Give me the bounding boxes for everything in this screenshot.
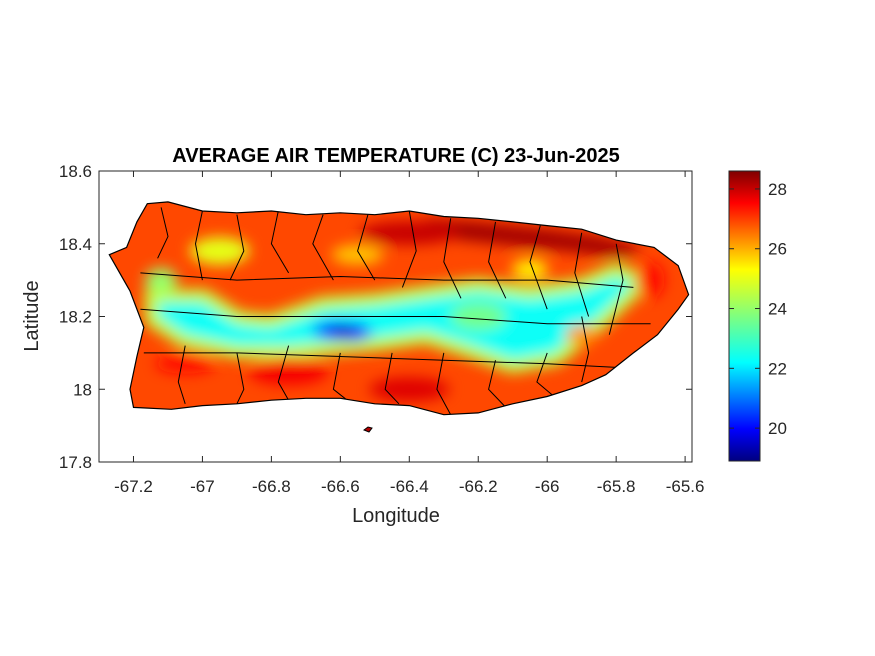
municipality-border (574, 232, 590, 317)
x-tick-label: -66.8 (252, 477, 291, 496)
municipality-border (277, 345, 290, 401)
island-temperature-field (109, 201, 689, 415)
y-tick-label: 18.4 (59, 235, 92, 254)
x-tick-label: -66.6 (321, 477, 360, 496)
municipality-border (488, 221, 507, 299)
thermal-patch (331, 244, 384, 265)
x-tick-label: -65.8 (597, 477, 636, 496)
municipality-border (384, 352, 400, 405)
municipality-border (581, 316, 590, 383)
x-tick-label: -66.4 (390, 477, 429, 496)
thermal-patch (565, 324, 598, 345)
municipality-border (608, 243, 624, 335)
municipality-border (143, 352, 617, 368)
band-central-mountain-band (157, 276, 634, 361)
municipality-border (357, 214, 376, 281)
y-tick-label: 18.6 (59, 162, 92, 181)
municipality-border (332, 352, 348, 401)
colorbar-tick-label: 28 (768, 180, 787, 199)
x-tick-label: -67.2 (114, 477, 153, 496)
municipality-border (177, 345, 186, 404)
y-axis-label: Latitude (21, 280, 43, 351)
thermal-patch (145, 268, 178, 293)
x-tick-label: -67 (190, 477, 215, 496)
municipality-border (401, 210, 417, 288)
x-tick-label: -65.6 (666, 477, 705, 496)
municipality-borders (140, 207, 651, 415)
colorbar: 20 22 24 26 28 (728, 170, 787, 462)
y-tick-label: 17.8 (59, 453, 92, 472)
municipality-border (157, 207, 169, 259)
band-coldest-core (312, 320, 375, 342)
y-tick-label: 18.2 (59, 308, 92, 327)
colorbar-ticks: 20 22 24 26 28 (729, 180, 787, 438)
band-northeast-hot-belt (426, 218, 644, 259)
y-axis-ticks: 17.8 18 18.2 18.4 18.6 (59, 162, 692, 472)
thermal-patch (359, 220, 460, 245)
thermal-patch (155, 353, 216, 374)
x-tick-label: -66 (535, 477, 560, 496)
y-tick-label: 18 (73, 380, 92, 399)
municipality-border (529, 225, 548, 310)
chart-title: AVERAGE AIR TEMPERATURE (C) 23-Jun-2025 (172, 145, 619, 167)
municipality-border (140, 308, 651, 325)
municipality-border (140, 272, 634, 288)
colorbar-tick-label: 26 (768, 240, 787, 259)
thermal-patch (369, 377, 450, 402)
x-axis-label: Longitude (352, 505, 440, 527)
island-coastline (108, 201, 690, 416)
thermal-patch (189, 237, 250, 266)
municipality-border (443, 218, 462, 299)
municipality-border (236, 352, 245, 405)
x-axis-ticks: -67.2 -67 -66.8 -66.6 -66.4 -66.2 -66 -65.8 -65.… (114, 171, 704, 496)
municipality-border (488, 360, 507, 408)
municipality-border (436, 352, 452, 415)
municipality-border (194, 210, 203, 281)
municipality-border (229, 214, 245, 281)
offshore-islet (362, 426, 373, 433)
thermal-patch (450, 302, 507, 331)
thermal-patch (511, 259, 548, 280)
colorbar-tick-label: 20 (768, 419, 787, 438)
colorbar-tick-label: 24 (768, 300, 787, 319)
municipality-border (270, 210, 290, 274)
thermal-patch (636, 262, 665, 299)
municipality-border (312, 214, 334, 281)
thermal-patch (248, 357, 329, 386)
x-tick-label: -66.2 (459, 477, 498, 496)
colorbar-gradient (728, 170, 761, 462)
colorbar-tick-label: 22 (768, 359, 787, 378)
municipality-border (536, 352, 555, 397)
